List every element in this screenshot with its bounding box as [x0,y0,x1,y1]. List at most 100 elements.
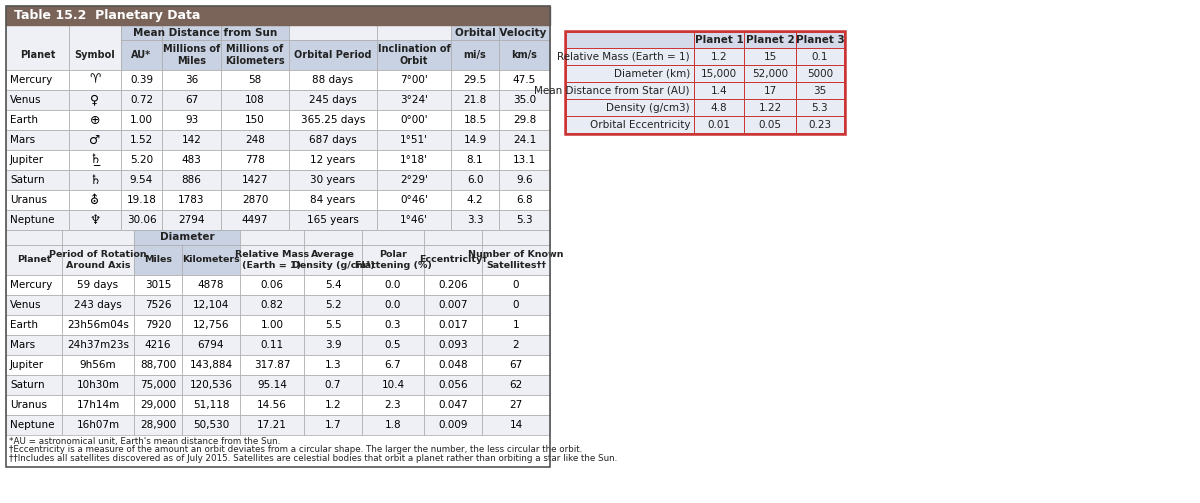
Text: 1.00: 1.00 [130,115,154,125]
Bar [70,70,121,90]
Bar [6,110,70,130]
Bar [694,116,744,133]
Text: 67: 67 [509,360,523,370]
Text: 10h30m: 10h30m [77,380,120,390]
Bar [6,190,70,210]
Bar [744,116,796,133]
Text: Orbital Period: Orbital Period [294,50,372,60]
Bar [451,90,499,110]
Bar [6,210,70,230]
Text: AU*: AU* [132,50,151,60]
Text: 1: 1 [512,320,520,330]
Text: 28,900: 28,900 [140,420,176,430]
Text: 7920: 7920 [145,320,172,330]
Bar [6,355,62,375]
Text: Orbital Velocity: Orbital Velocity [455,28,546,38]
Text: 4216: 4216 [145,340,172,350]
Bar [499,90,550,110]
Bar [566,65,694,82]
Bar [482,245,550,275]
Text: Planet: Planet [20,50,55,60]
Text: Planet 1: Planet 1 [695,35,743,45]
Text: 12 years: 12 years [311,155,355,165]
Text: 142: 142 [181,135,202,145]
Text: 14.9: 14.9 [463,135,487,145]
Bar [6,315,62,335]
Text: 0°46': 0°46' [400,195,428,205]
Text: Average
Density (g/cm³): Average Density (g/cm³) [292,250,374,270]
Text: ††Includes all satellites discovered as of July 2015. Satellites are celestial b: ††Includes all satellites discovered as … [10,454,617,463]
Text: 5.3: 5.3 [516,215,533,225]
Bar [451,130,499,150]
Bar [121,150,162,170]
Text: 0.0: 0.0 [385,280,401,290]
Bar [289,190,377,210]
Bar [6,335,62,355]
Bar [362,295,424,315]
Text: 3°24': 3°24' [400,95,428,105]
Bar [289,130,377,150]
Bar [182,415,240,435]
Text: 0.11: 0.11 [260,340,283,350]
Text: Saturn: Saturn [10,175,44,185]
Text: 0°00': 0°00' [400,115,428,125]
Text: 67: 67 [185,95,198,105]
Text: 2870: 2870 [242,195,268,205]
Bar [6,70,70,90]
Text: 886: 886 [181,175,202,185]
Text: 245 days: 245 days [310,95,356,105]
Bar [796,32,844,48]
Text: 95.14: 95.14 [257,380,287,390]
Text: 35: 35 [814,86,827,96]
Bar [62,335,134,355]
Text: 21.8: 21.8 [463,95,487,105]
Bar [182,315,240,335]
Text: Symbol: Symbol [74,50,115,60]
Text: 30 years: 30 years [311,175,355,185]
Text: 5.5: 5.5 [325,320,341,330]
Bar [499,25,550,40]
Bar [377,150,451,170]
Text: 0.06: 0.06 [260,280,283,290]
Text: 47.5: 47.5 [512,75,536,85]
Bar [796,65,844,82]
Bar [566,99,694,116]
Text: Eccentricity†: Eccentricity† [419,256,487,265]
Text: 51,118: 51,118 [193,400,229,410]
Text: 62: 62 [509,380,523,390]
Bar [424,230,482,245]
Bar [451,40,499,70]
Text: 3.9: 3.9 [325,340,341,350]
Text: 120,536: 120,536 [190,380,233,390]
Text: 1.4: 1.4 [710,86,727,96]
Text: Number of Known
Satellites††: Number of Known Satellites†† [468,250,564,270]
Text: 58: 58 [248,75,262,85]
Text: 143,884: 143,884 [190,360,233,370]
Bar [134,230,240,245]
Text: 93: 93 [185,115,198,125]
Text: 18.5: 18.5 [463,115,487,125]
Bar [121,190,162,210]
Text: 778: 778 [245,155,265,165]
Bar [499,40,550,70]
Bar [377,170,451,190]
Bar [162,130,221,150]
Text: 483: 483 [181,155,202,165]
Text: 5.20: 5.20 [130,155,154,165]
Bar [694,32,744,48]
Text: 1.22: 1.22 [758,103,781,113]
Text: 23h56m04s: 23h56m04s [67,320,128,330]
Text: 30.06: 30.06 [127,215,156,225]
Text: 0.047: 0.047 [438,400,468,410]
Text: Earth: Earth [10,115,38,125]
Bar [482,395,550,415]
Bar [362,275,424,295]
Text: ♄̲: ♄̲ [89,153,101,166]
Bar [744,82,796,99]
Bar [240,335,304,355]
Bar [221,25,289,40]
Text: 5000: 5000 [806,68,833,78]
Bar [482,355,550,375]
Text: 9h56m: 9h56m [79,360,116,370]
Bar [424,395,482,415]
